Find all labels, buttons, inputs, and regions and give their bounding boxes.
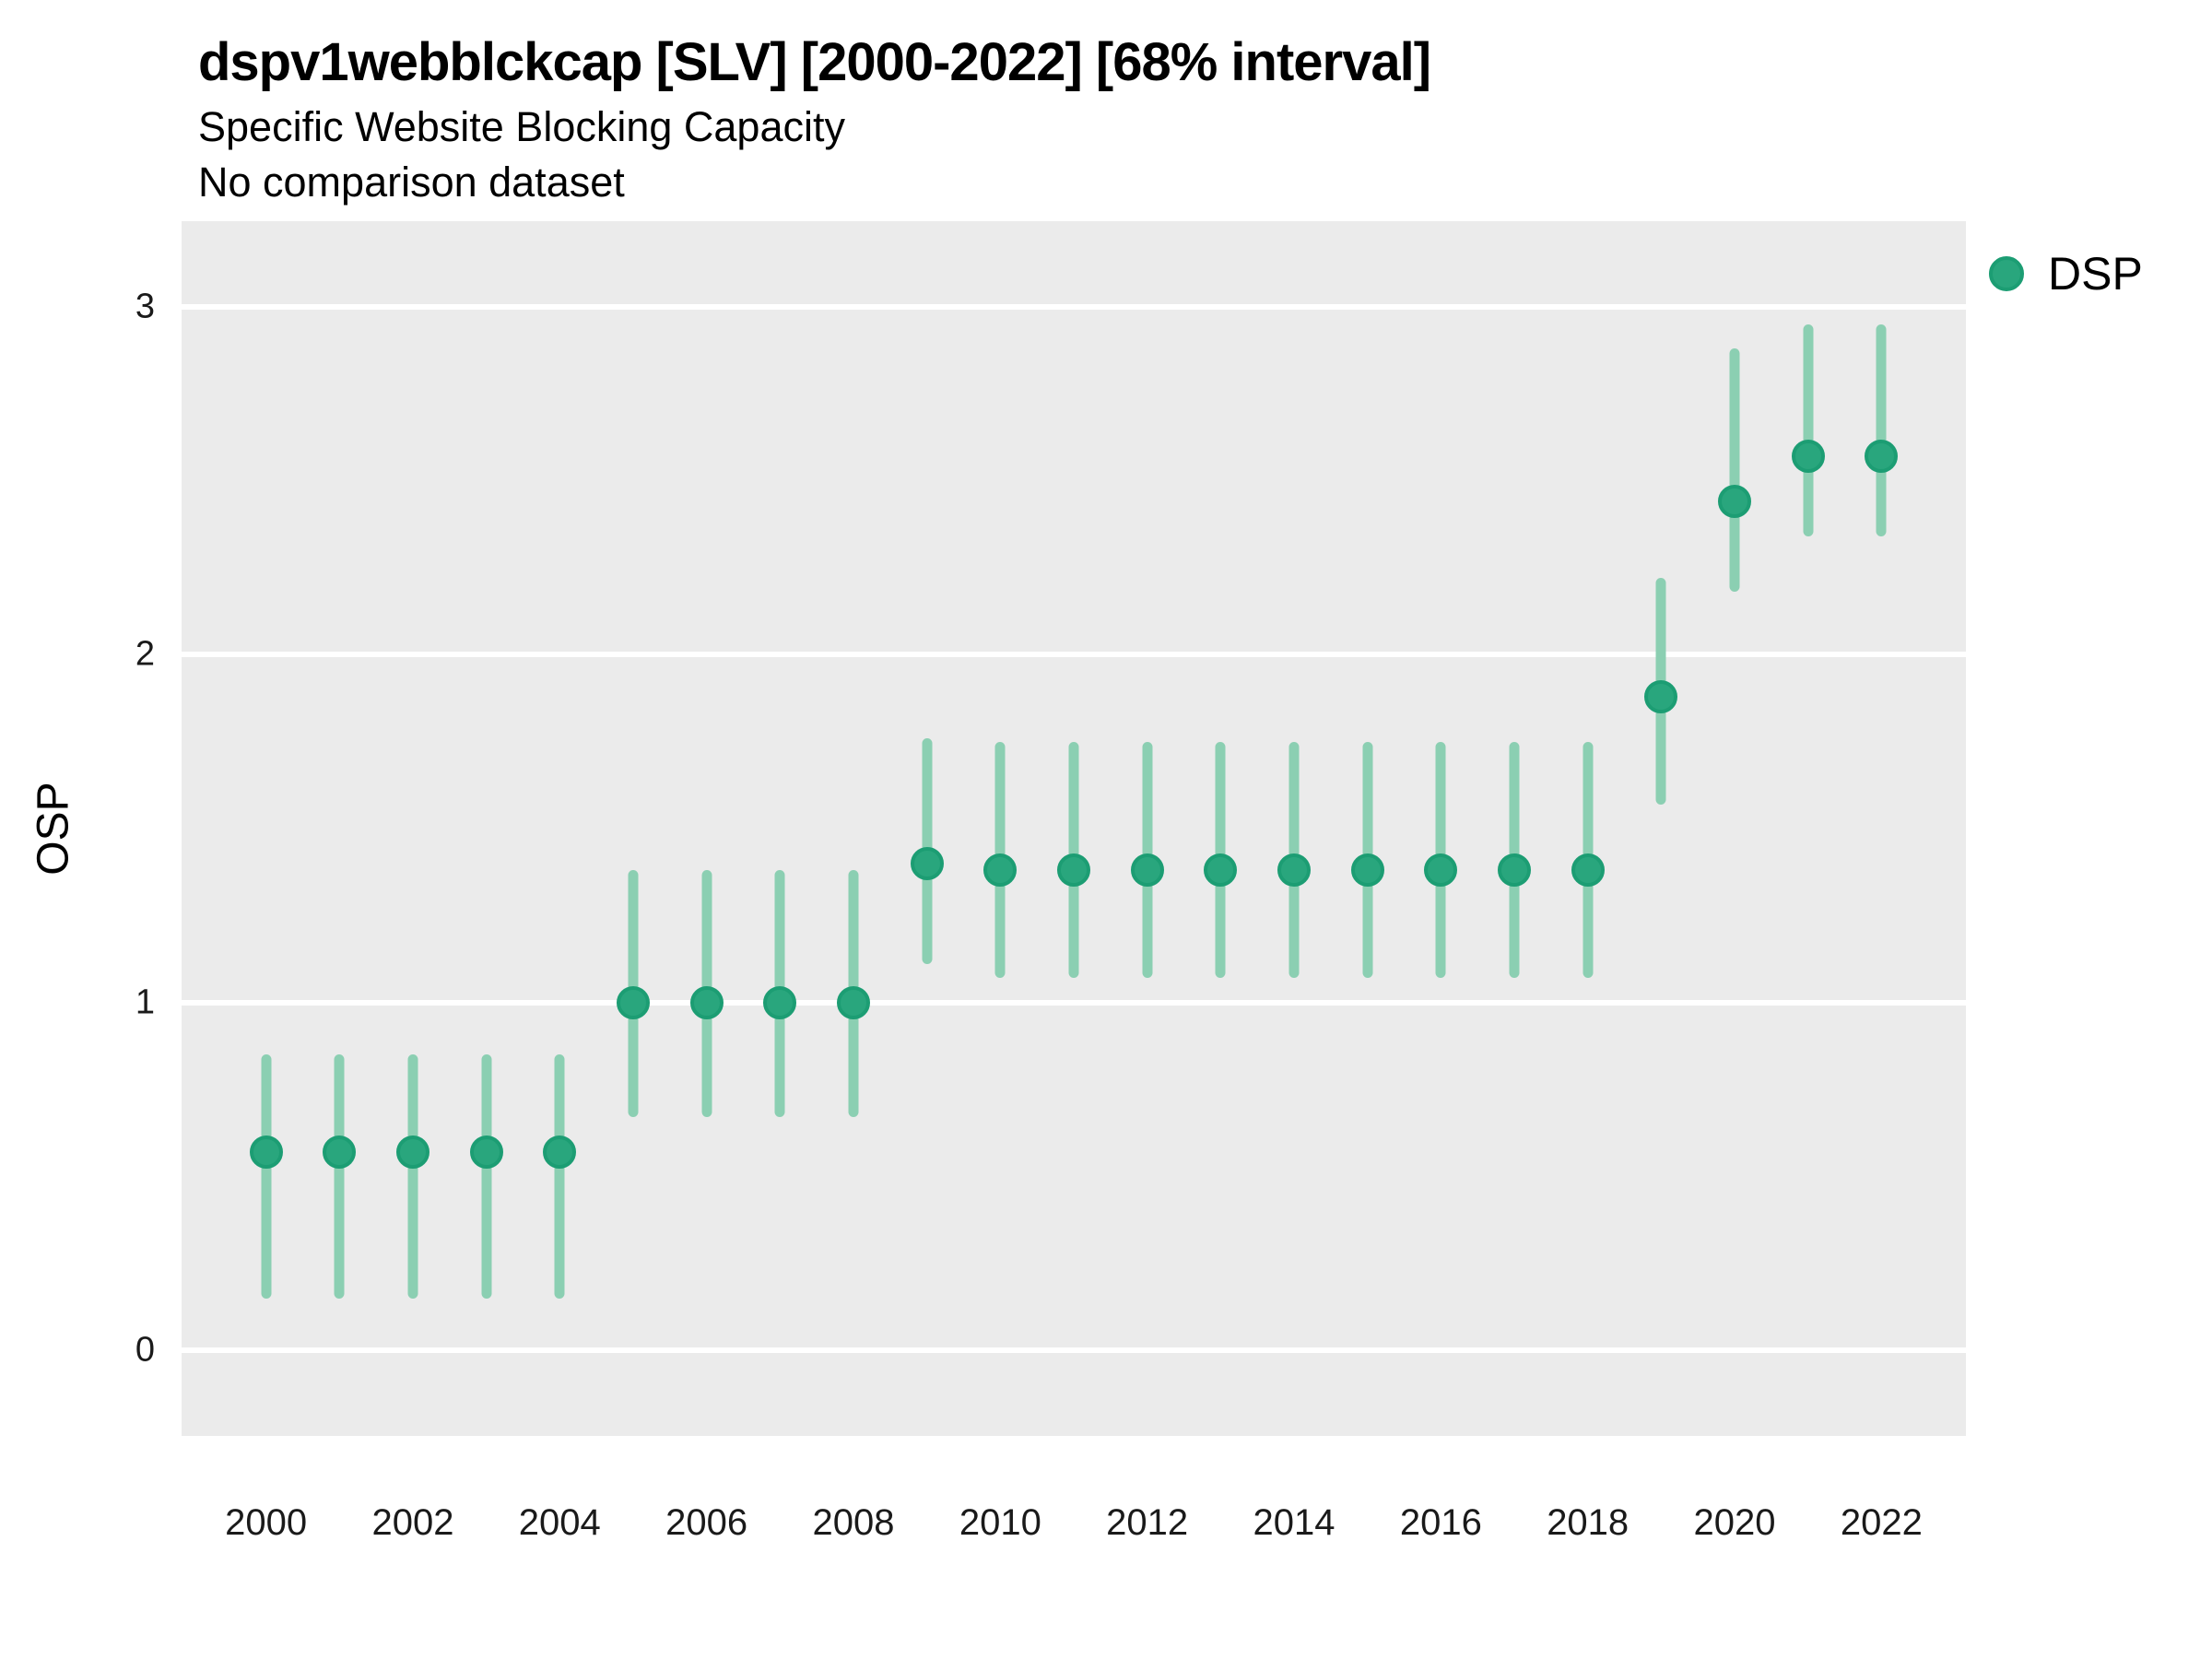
y-tick-label: 3 [135,287,155,326]
data-point [616,985,650,1019]
data-point [1277,853,1311,888]
data-point [1350,853,1384,888]
y-gridline [182,1347,1966,1354]
data-point [1644,679,1678,713]
data-point [910,846,944,880]
data-point [1424,853,1458,888]
data-point [1498,853,1532,888]
chart-note: No comparison dataset [198,159,625,206]
data-point [1791,440,1825,474]
y-gridline [182,652,1966,658]
x-tick-label: 2006 [665,1502,748,1543]
interval-bar [1876,324,1887,536]
legend-label: DSP [2048,248,2143,300]
data-point [395,1135,429,1169]
data-point [1204,853,1238,888]
y-tick-label: 0 [135,1330,155,1370]
x-tick-label: 2018 [1547,1502,1630,1543]
y-tick-label: 2 [135,634,155,674]
data-point [249,1135,283,1169]
interval-bar [1803,324,1814,536]
x-tick-label: 2012 [1106,1502,1189,1543]
interval-bar [334,1054,345,1299]
y-gridline [182,999,1966,1006]
data-point [1865,440,1899,474]
x-tick-label: 2022 [1840,1502,1923,1543]
interval-bar [407,1054,418,1299]
data-point [1571,853,1605,888]
x-tick-label: 2020 [1693,1502,1776,1543]
data-point [469,1135,503,1169]
x-tick-label: 2004 [518,1502,601,1543]
x-tick-label: 2014 [1253,1502,1335,1543]
data-point [543,1135,577,1169]
x-tick-label: 2002 [371,1502,454,1543]
data-point [983,853,1018,888]
data-point [1057,853,1090,888]
data-point [763,985,797,1019]
data-point [689,985,724,1019]
interval-bar [261,1054,272,1299]
data-point [1130,853,1164,888]
x-tick-label: 2010 [959,1502,1041,1543]
legend-point-icon [1989,256,2024,291]
data-point [323,1135,357,1169]
y-axis-title: OSP [29,782,78,876]
interval-bar [1729,348,1740,593]
legend: DSP [1989,247,2143,300]
interval-bar [554,1054,565,1299]
interval-bar [481,1054,492,1299]
data-point [836,985,870,1019]
plot-panel [182,221,1966,1436]
x-tick-label: 2008 [812,1502,895,1543]
y-tick-label: 1 [135,982,155,1022]
y-gridline [182,303,1966,310]
x-tick-label: 2016 [1399,1502,1482,1543]
chart-title: dspv1webblckcap [SLV] [2000-2022] [68% i… [198,32,1431,92]
data-point [1718,485,1752,519]
chart-subtitle: Specific Website Blocking Capacity [198,103,845,150]
x-tick-label: 2000 [225,1502,308,1543]
